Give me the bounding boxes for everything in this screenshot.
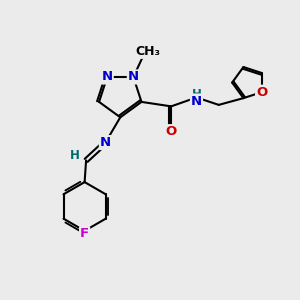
Text: O: O xyxy=(256,86,267,99)
Text: O: O xyxy=(166,125,177,138)
Text: N: N xyxy=(128,70,139,83)
Text: F: F xyxy=(80,227,89,240)
Text: H: H xyxy=(70,148,80,162)
Text: CH₃: CH₃ xyxy=(135,45,160,58)
Text: H: H xyxy=(191,88,201,101)
Text: N: N xyxy=(100,136,111,149)
Text: N: N xyxy=(191,94,202,107)
Text: N: N xyxy=(102,70,113,83)
